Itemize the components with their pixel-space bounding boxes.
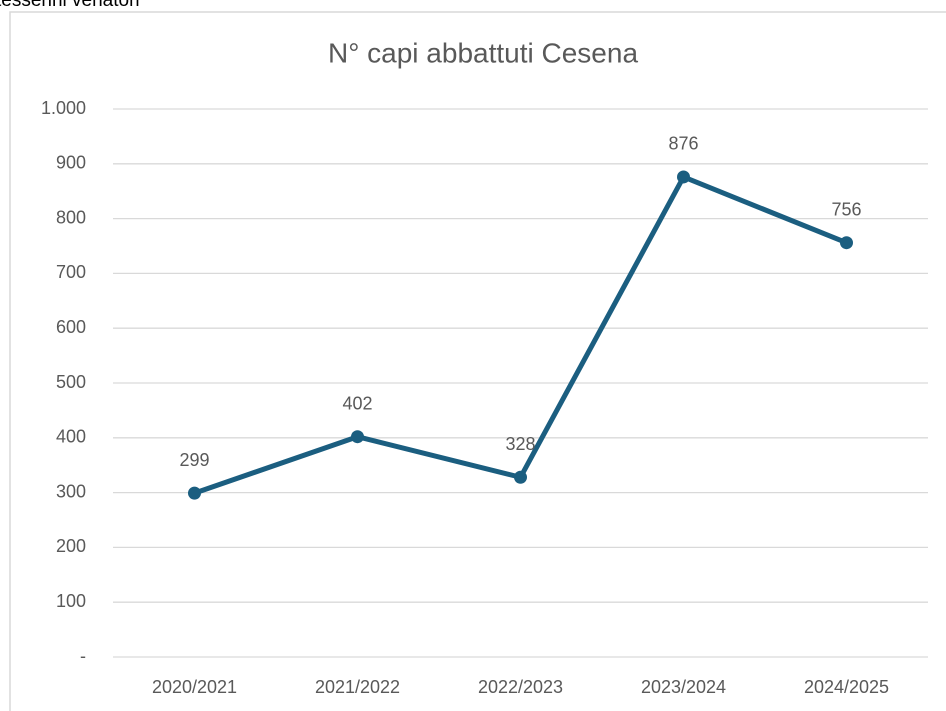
x-tick-label: 2020/2021 — [152, 677, 237, 697]
y-tick-label: - — [80, 646, 86, 666]
x-tick-label: 2024/2025 — [804, 677, 889, 697]
data-label: 328 — [505, 434, 535, 454]
y-tick-label: 500 — [56, 372, 86, 392]
marker — [677, 170, 690, 184]
data-label: 299 — [179, 450, 209, 470]
y-tick-label: 300 — [56, 481, 86, 501]
marker — [840, 236, 853, 250]
data-label: 756 — [831, 199, 861, 219]
x-tick-label: 2021/2022 — [315, 677, 400, 697]
y-tick-label: 800 — [56, 207, 86, 227]
y-tick-label: 100 — [56, 591, 86, 611]
y-tick-label: 900 — [56, 153, 86, 173]
marker — [514, 470, 527, 484]
x-tick-label: 2023/2024 — [641, 677, 726, 697]
y-tick-label: 400 — [56, 427, 86, 447]
caption: tesserini venatori — [0, 0, 140, 11]
y-tick-label: 700 — [56, 262, 86, 282]
marker — [188, 486, 201, 500]
y-tick-label: 1.000 — [41, 98, 86, 118]
chart-title: N° capi abbattuti Cesena — [328, 37, 638, 68]
y-tick-label: 200 — [56, 536, 86, 556]
chart-frame — [9, 11, 946, 711]
data-label: 876 — [668, 134, 698, 154]
x-tick-label: 2022/2023 — [478, 677, 563, 697]
y-tick-label: 600 — [56, 317, 86, 337]
marker — [351, 430, 364, 444]
data-label: 402 — [342, 393, 372, 413]
